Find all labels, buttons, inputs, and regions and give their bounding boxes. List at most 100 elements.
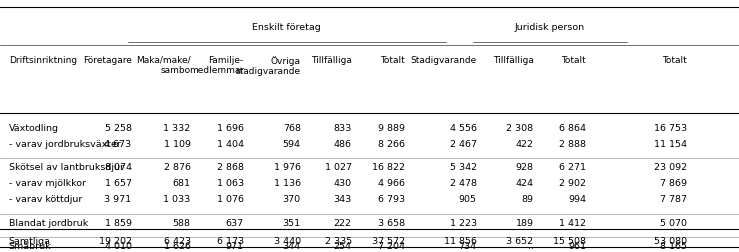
Text: 1 109: 1 109	[163, 139, 191, 148]
Text: 3 440: 3 440	[273, 236, 301, 245]
Text: 351: 351	[282, 218, 301, 227]
Text: 5 258: 5 258	[104, 123, 132, 133]
Text: 971: 971	[226, 241, 244, 250]
Text: Växtodling: Växtodling	[9, 123, 59, 133]
Text: 2 478: 2 478	[449, 179, 477, 188]
Text: 734: 734	[458, 241, 477, 250]
Text: 343: 343	[333, 195, 352, 204]
Text: 222: 222	[334, 218, 352, 227]
Text: 905: 905	[459, 195, 477, 204]
Text: Enskilt företag: Enskilt företag	[252, 23, 321, 32]
Text: 1 412: 1 412	[559, 218, 586, 227]
Text: 5 070: 5 070	[660, 218, 687, 227]
Text: 8 074: 8 074	[104, 163, 132, 172]
Text: 6 423: 6 423	[163, 236, 191, 245]
Text: 16 822: 16 822	[372, 163, 405, 172]
Text: 16 753: 16 753	[654, 123, 687, 133]
Text: 19 202: 19 202	[98, 236, 132, 245]
Text: 768: 768	[283, 123, 301, 133]
Text: 1 657: 1 657	[104, 179, 132, 188]
Text: Totalt: Totalt	[663, 55, 687, 65]
Text: 3 652: 3 652	[506, 236, 534, 245]
Text: Driftsinriktning: Driftsinriktning	[9, 55, 77, 65]
Text: 8 266: 8 266	[378, 139, 405, 148]
Text: Totalt: Totalt	[381, 55, 405, 65]
Text: 23 092: 23 092	[654, 163, 687, 172]
Text: 2 888: 2 888	[559, 139, 586, 148]
Text: ..: ..	[528, 241, 534, 250]
Text: Småbruk: Småbruk	[9, 241, 52, 250]
Text: - varav mjölkkor: - varav mjölkkor	[9, 179, 86, 188]
Text: 1 136: 1 136	[273, 179, 301, 188]
Text: 7 787: 7 787	[660, 195, 687, 204]
Text: 961: 961	[568, 241, 586, 250]
Text: 370: 370	[282, 195, 301, 204]
Text: 588: 588	[173, 218, 191, 227]
Text: 1 332: 1 332	[163, 123, 191, 133]
Text: 2 868: 2 868	[217, 163, 244, 172]
Text: 4 673: 4 673	[104, 139, 132, 148]
Text: Tillfälliga: Tillfälliga	[311, 55, 352, 65]
Text: 1 033: 1 033	[163, 195, 191, 204]
Text: 1 063: 1 063	[217, 179, 244, 188]
Text: 3 971: 3 971	[104, 195, 132, 204]
Text: 2 902: 2 902	[559, 179, 586, 188]
Text: Skötsel av lantbruksdjur: Skötsel av lantbruksdjur	[9, 163, 124, 172]
Text: Familje-
medlemmar: Familje- medlemmar	[188, 55, 244, 75]
Text: 594: 594	[283, 139, 301, 148]
Text: - varav jordbruksväxter: - varav jordbruksväxter	[9, 139, 120, 148]
Text: 189: 189	[516, 218, 534, 227]
Text: 4 010: 4 010	[104, 241, 132, 250]
Text: 1 076: 1 076	[217, 195, 244, 204]
Text: 2 335: 2 335	[324, 236, 352, 245]
Text: 928: 928	[516, 163, 534, 172]
Text: 53 080: 53 080	[654, 236, 687, 245]
Text: 637: 637	[225, 218, 244, 227]
Text: Företagare: Företagare	[83, 55, 132, 65]
Text: 7 204: 7 204	[378, 241, 405, 250]
Text: 424: 424	[516, 179, 534, 188]
Text: Totalt: Totalt	[562, 55, 586, 65]
Text: 37 572: 37 572	[372, 236, 405, 245]
Text: Övriga
stadigvarande: Övriga stadigvarande	[236, 55, 301, 76]
Text: Blandat jordbruk: Blandat jordbruk	[9, 218, 88, 227]
Text: 15 508: 15 508	[553, 236, 586, 245]
Text: 1 404: 1 404	[217, 139, 244, 148]
Text: 7 869: 7 869	[660, 179, 687, 188]
Text: 681: 681	[173, 179, 191, 188]
Text: 1 027: 1 027	[324, 163, 352, 172]
Text: 2 876: 2 876	[163, 163, 191, 172]
Text: 1 976: 1 976	[273, 163, 301, 172]
Text: 9 889: 9 889	[378, 123, 405, 133]
Text: Juridisk person: Juridisk person	[515, 23, 585, 32]
Text: 4 966: 4 966	[378, 179, 405, 188]
Text: 5 342: 5 342	[449, 163, 477, 172]
Text: 1 223: 1 223	[449, 218, 477, 227]
Text: Tillfälliga: Tillfälliga	[493, 55, 534, 65]
Text: - varav köttdjur: - varav köttdjur	[9, 195, 82, 204]
Text: 994: 994	[568, 195, 586, 204]
Text: 344: 344	[282, 241, 301, 250]
Text: 2 308: 2 308	[506, 123, 534, 133]
Text: 254: 254	[334, 241, 352, 250]
Text: 6 271: 6 271	[559, 163, 586, 172]
Text: 2 467: 2 467	[449, 139, 477, 148]
Text: 8 165: 8 165	[660, 241, 687, 250]
Text: 430: 430	[333, 179, 352, 188]
Text: 486: 486	[334, 139, 352, 148]
Text: 6 864: 6 864	[559, 123, 586, 133]
Text: 4 556: 4 556	[449, 123, 477, 133]
Text: Maka/make/
sambo: Maka/make/ sambo	[136, 55, 191, 75]
Text: Stadigvarande: Stadigvarande	[410, 55, 477, 65]
Text: 1 696: 1 696	[217, 123, 244, 133]
Text: 11 154: 11 154	[654, 139, 687, 148]
Text: 1 626: 1 626	[163, 241, 191, 250]
Text: 3 658: 3 658	[378, 218, 405, 227]
Text: Samtliga: Samtliga	[9, 236, 51, 245]
Text: 11 856: 11 856	[443, 236, 477, 245]
Text: 6 173: 6 173	[217, 236, 244, 245]
Text: 1 859: 1 859	[104, 218, 132, 227]
Text: 422: 422	[516, 139, 534, 148]
Text: 833: 833	[333, 123, 352, 133]
Text: 89: 89	[522, 195, 534, 204]
